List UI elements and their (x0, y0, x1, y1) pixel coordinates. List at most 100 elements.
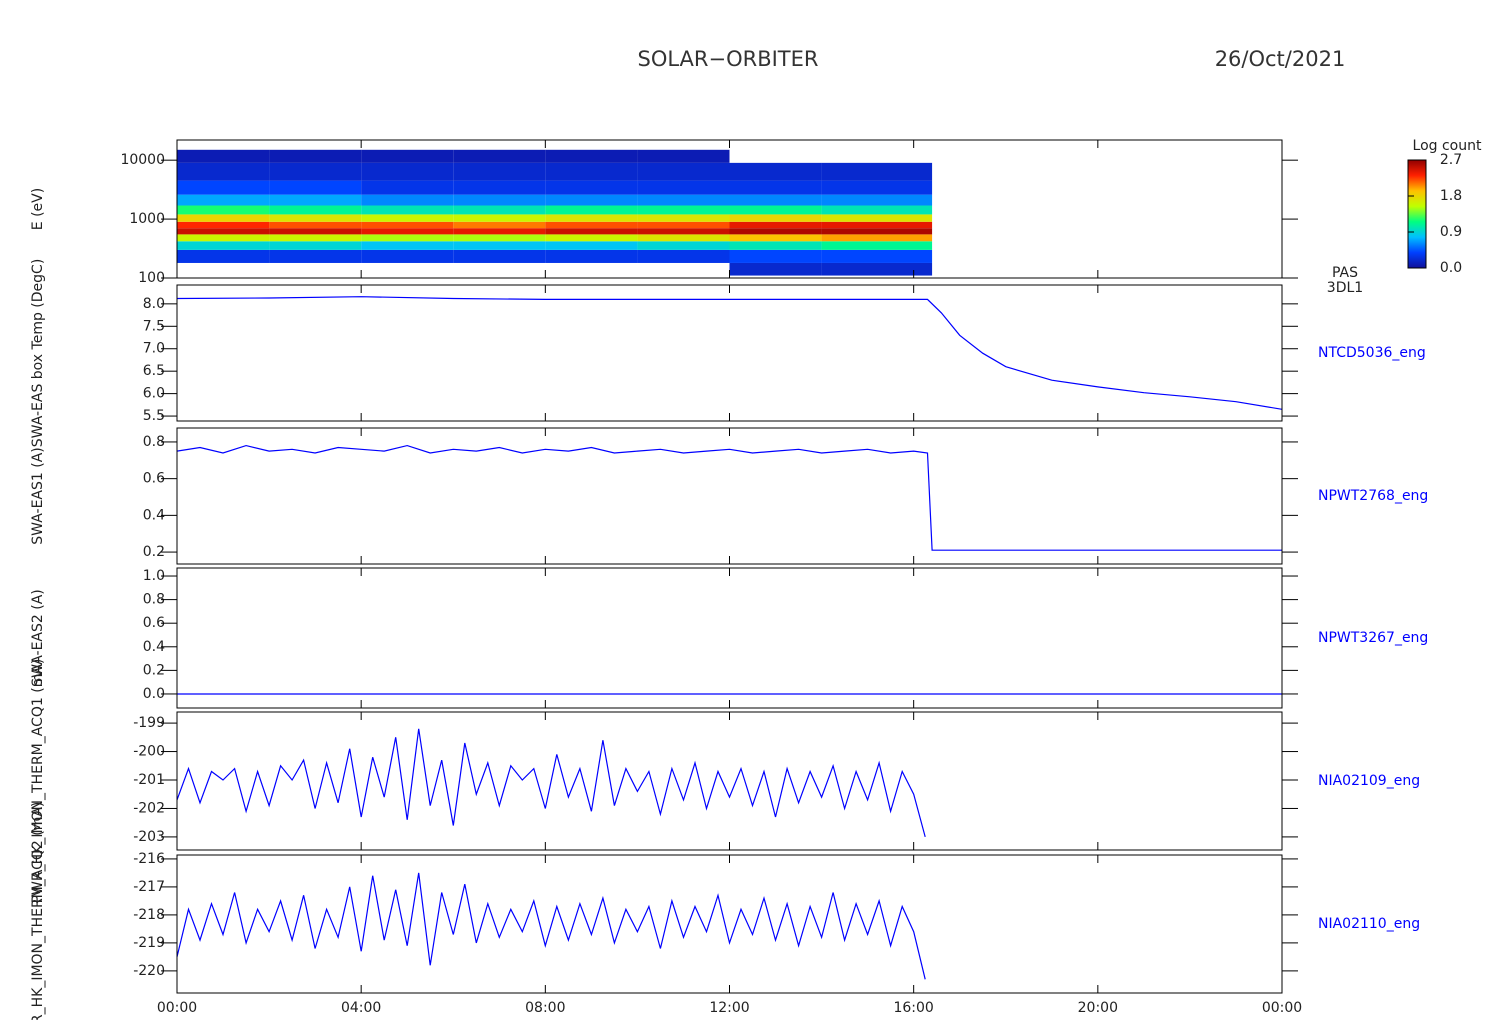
heatmap-cell (269, 194, 362, 206)
heatmap-cell (361, 241, 454, 250)
heatmap-cell (361, 162, 454, 181)
heatmap-cell (729, 262, 822, 276)
heatmap-cell (269, 221, 362, 229)
heatmap-cell (821, 214, 933, 222)
heatmap-cell (361, 228, 454, 235)
heatmap-cell (177, 214, 270, 222)
heatmap-cell (361, 249, 454, 263)
colorbar-tick-label: 0.9 (1440, 224, 1462, 240)
y-tick-label: 0.8 (143, 592, 165, 608)
heatmap-cell (545, 194, 638, 206)
x-tick-label: 04:00 (341, 1000, 381, 1016)
data-line (176, 444, 1282, 551)
data-line (176, 872, 926, 980)
heatmap-cell (177, 180, 270, 195)
heatmap-cell (177, 205, 270, 215)
heatmap-cell (637, 234, 730, 242)
y-tick-label: 7.5 (143, 318, 165, 334)
heatmap-cell (453, 241, 546, 250)
heatmap-cell (177, 149, 270, 163)
y-tick-label: 6.0 (143, 386, 165, 402)
heatmap-cell (729, 180, 822, 195)
heatmap-cell (729, 241, 822, 250)
y-tick-label: 7.0 (143, 341, 165, 357)
plot-title: SOLAR−ORBITER (637, 47, 818, 71)
colorbar-tick-label: 2.7 (1440, 152, 1462, 168)
heatmap-cell (453, 205, 546, 215)
heatmap-cell (269, 149, 362, 163)
heatmap-cell (361, 180, 454, 195)
x-tick-label: 08:00 (525, 1000, 565, 1016)
heatmap-cell (269, 205, 362, 215)
y-axis-label: SWA-EAS1 (A) (30, 447, 46, 544)
y-axis-label: SWA-EAS2 (A) (30, 589, 46, 686)
heatmap-cell (361, 234, 454, 242)
heatmap-cell (637, 221, 730, 229)
heatmap-cell (361, 194, 454, 206)
axis-frame (176, 567, 1283, 709)
x-tick-label: 00:00 (157, 1000, 197, 1016)
y-axis-label: E (eV) (30, 188, 46, 230)
heatmap-cell (453, 180, 546, 195)
y-tick-label: -217 (133, 879, 165, 895)
heatmap-cell (361, 214, 454, 222)
heatmap-cell (545, 241, 638, 250)
data-line (176, 296, 1283, 410)
y-tick-label: 0.4 (143, 639, 165, 655)
y-tick-label: -218 (133, 907, 165, 923)
colorbar-tick-label: 1.8 (1440, 188, 1462, 204)
heatmap-cell (821, 262, 933, 276)
series-name: NIA02110_eng (1318, 916, 1420, 932)
heatmap-cell (729, 234, 822, 242)
series-name: NPWT3267_eng (1318, 630, 1428, 646)
heatmap-cell (545, 149, 638, 163)
heatmap-cell (545, 249, 638, 263)
y-tick-label: 0.2 (143, 662, 165, 678)
heatmap-cell (545, 205, 638, 215)
heatmap-cell (361, 221, 454, 229)
heatmap-cell (729, 228, 822, 235)
y-tick-label: -200 (133, 744, 165, 760)
y-tick-label: 6.5 (143, 363, 165, 379)
heatmap-cell (177, 249, 270, 263)
heatmap-cell (269, 162, 362, 181)
heatmap-cell (729, 214, 822, 222)
heatmap-cell (269, 228, 362, 235)
y-axis-label: PWR_HK_IMON_THERM_ACQ2 (mA) (30, 802, 46, 1020)
heatmap-cell (177, 234, 270, 242)
heatmap-cell (453, 214, 546, 222)
axis-frame (176, 284, 1283, 422)
y-tick-label: 0.2 (143, 544, 165, 560)
heatmap-cell (821, 228, 933, 235)
y-tick-label: 10000 (120, 152, 165, 168)
heatmap-cell (637, 241, 730, 250)
instrument-label: PAS (1332, 265, 1358, 281)
heatmap-cell (637, 205, 730, 215)
heatmap-cell (453, 221, 546, 229)
y-tick-label: -202 (133, 800, 165, 816)
series-name: NTCD5036_eng (1318, 345, 1426, 361)
heatmap-cell (453, 194, 546, 206)
heatmap-cell (361, 149, 454, 163)
heatmap-cell (453, 162, 546, 181)
heatmap-cell (637, 180, 730, 195)
axis-frame (176, 854, 1283, 994)
heatmap-cell (177, 221, 270, 229)
heatmap-cell (177, 228, 270, 235)
y-tick-label: -220 (133, 963, 165, 979)
heatmap-cell (545, 234, 638, 242)
heatmap-cell (821, 205, 933, 215)
y-tick-label: 8.0 (143, 296, 165, 312)
y-tick-label: 0.4 (143, 507, 165, 523)
heatmap-cell (821, 221, 933, 229)
series-name: NIA02109_eng (1318, 773, 1420, 789)
y-tick-label: -203 (133, 829, 165, 845)
heatmap-cell (545, 162, 638, 181)
y-tick-label: 0.6 (143, 471, 165, 487)
heatmap-cell (453, 249, 546, 263)
y-tick-label: 0.0 (143, 686, 165, 702)
heatmap-cell (269, 234, 362, 242)
colorbar-title: Log count (1413, 138, 1482, 154)
heatmap-cell (729, 205, 822, 215)
heatmap-cell (637, 249, 730, 263)
